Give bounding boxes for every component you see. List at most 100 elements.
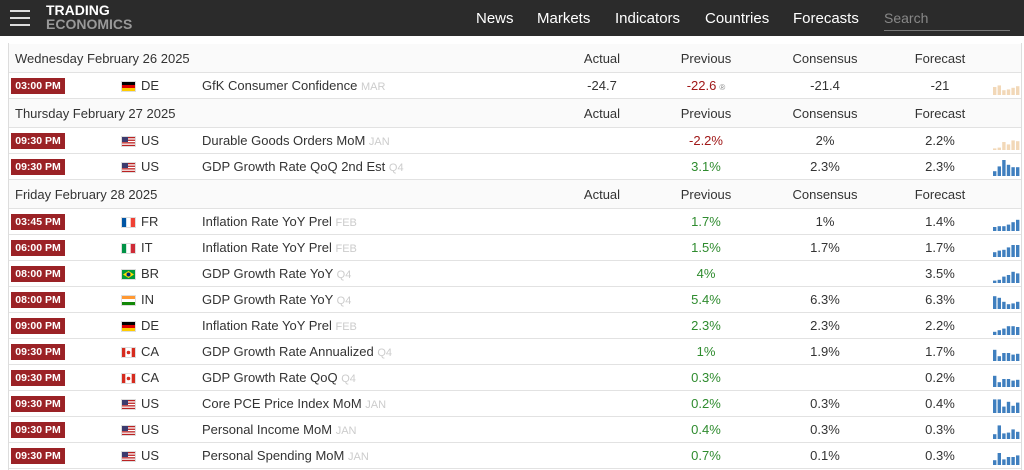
logo[interactable]: TRADING ECONOMICS: [46, 3, 132, 31]
sparkline: [993, 245, 1020, 257]
event-row[interactable]: 06:00 PM IT Inflation Rate YoY Prel FEB 1.5…: [9, 235, 1021, 261]
nav-link[interactable]: Markets: [537, 10, 591, 27]
event-title[interactable]: Personal Spending MoM: [202, 448, 345, 463]
country: DE: [141, 318, 160, 333]
sparkline: [993, 326, 1020, 335]
event-title[interactable]: GDP Growth Rate YoY: [202, 292, 334, 307]
event-row[interactable]: 09:30 PM US Core PCE Price Index MoM JAN 0.…: [9, 391, 1021, 417]
spark-bar: [1011, 271, 1015, 283]
event-row[interactable]: 03:00 PM DE GfK Consumer Confidence MAR -24…: [9, 73, 1021, 99]
previous: 0.2%: [651, 396, 761, 411]
logo-top: TRADING: [46, 2, 110, 18]
spark-bar: [1016, 379, 1020, 387]
consensus: 2%: [815, 133, 835, 148]
forecast: -21: [930, 78, 950, 93]
spark-bar: [993, 375, 997, 387]
menu-icon[interactable]: [10, 9, 30, 27]
spark-bar: [997, 356, 1001, 361]
forecast: 6.3%: [925, 292, 955, 307]
previous-value: 5.4%: [691, 292, 721, 307]
event-row[interactable]: 03:45 PM FR Inflation Rate YoY Prel FEB 1.7…: [9, 209, 1021, 235]
spark-bar: [997, 399, 1001, 413]
event-reference: FEB: [335, 321, 357, 333]
sparkline: [993, 399, 1020, 413]
event-row[interactable]: 09:30 PM US GDP Growth Rate QoQ 2nd Est Q4…: [9, 154, 1021, 180]
time-badge: 09:30 PM: [11, 159, 65, 175]
forecast: 3.5%: [925, 266, 955, 281]
event-title[interactable]: Core PCE Price Index MoM: [202, 396, 362, 411]
event-row[interactable]: 09:30 PM US Personal Income MoM JAN 0.4% 0.3…: [9, 417, 1021, 443]
spark-bar: [1006, 164, 1011, 176]
event-row[interactable]: 09:30 PM US Durable Goods Orders MoM JAN -2…: [9, 128, 1021, 154]
country: US: [141, 422, 160, 437]
nav-link[interactable]: Indicators: [615, 10, 681, 27]
spark-bar: [1011, 354, 1015, 361]
event-row[interactable]: 09:30 PM US Personal Spending MoM JAN 0.7% 0…: [9, 443, 1021, 469]
event-title[interactable]: GfK Consumer Confidence: [202, 78, 358, 93]
sparkline: [993, 453, 1020, 465]
time-badge: 03:00 PM: [11, 78, 65, 94]
event-name: Inflation Rate YoY Prel FEB: [202, 318, 357, 333]
day-header: Friday February 28 2025 Actual Previous Con…: [9, 180, 1021, 209]
flag: [121, 162, 136, 173]
spark-bar: [1016, 245, 1020, 257]
event-reference: JAN: [368, 136, 390, 148]
event-reference: JAN: [347, 451, 369, 463]
search-input[interactable]: Search: [884, 6, 1010, 31]
time-badge: 08:00 PM: [11, 266, 65, 282]
event-reference: Q4: [336, 269, 352, 281]
event-title[interactable]: GDP Growth Rate YoY: [202, 266, 334, 281]
country: US: [141, 448, 160, 463]
sparkline: [993, 140, 1020, 150]
sparkline: [993, 85, 1020, 95]
flag: [121, 347, 136, 358]
spark-bar: [1016, 327, 1020, 335]
nav-link[interactable]: Countries: [705, 10, 770, 27]
spark-bar: [997, 250, 1001, 257]
country: FR: [141, 214, 159, 229]
previous: -2.2%: [651, 133, 761, 148]
time-badge: 03:45 PM: [11, 214, 65, 230]
spark-bar: [997, 166, 1001, 176]
flag: [121, 217, 136, 228]
flag: [121, 136, 136, 147]
consensus: 6.3%: [810, 292, 840, 307]
event-row[interactable]: 09:00 PM DE Inflation Rate YoY Prel FEB 2.3…: [9, 313, 1021, 339]
logo-bottom: ECONOMICS: [46, 16, 133, 32]
previous: 5.4%: [651, 292, 761, 307]
event-title[interactable]: Inflation Rate YoY Prel: [202, 240, 332, 255]
forecast: 1.7%: [925, 240, 955, 255]
event-name: GfK Consumer Confidence MAR: [202, 78, 385, 93]
previous: 1.5%: [651, 240, 761, 255]
spark-bar: [1006, 457, 1011, 465]
nav-link[interactable]: Forecasts: [793, 10, 859, 27]
forecast: 0.3%: [925, 448, 955, 463]
event-title[interactable]: GDP Growth Rate QoQ 2nd Est: [202, 159, 386, 174]
sparkline: [993, 375, 1020, 387]
event-reference: Q4: [388, 162, 404, 174]
nav-link[interactable]: News: [476, 10, 514, 27]
forecast: 0.4%: [925, 396, 955, 411]
consensus: 0.1%: [810, 448, 840, 463]
spark-bar: [1011, 303, 1015, 309]
flag: [121, 295, 136, 306]
event-title[interactable]: Durable Goods Orders MoM: [202, 133, 366, 148]
previous: 1%: [651, 344, 761, 359]
event-title[interactable]: Inflation Rate YoY Prel: [202, 318, 332, 333]
consensus: 1.7%: [810, 240, 840, 255]
event-title[interactable]: Personal Income MoM: [202, 422, 333, 437]
event-row[interactable]: 08:00 PM IN GDP Growth Rate YoY Q4 5.4% 6.3%…: [9, 287, 1021, 313]
event-row[interactable]: 08:00 PM BR GDP Growth Rate YoY Q4 4% 3.5%: [9, 261, 1021, 287]
previous: 0.7%: [651, 448, 761, 463]
event-row[interactable]: 09:30 PM CA GDP Growth Rate QoQ Q4 0.3% 0.2%: [9, 365, 1021, 391]
event-row[interactable]: 09:30 PM CA GDP Growth Rate Annualized Q4 1…: [9, 339, 1021, 365]
country: IT: [141, 240, 153, 255]
consensus: 2.3%: [810, 159, 840, 174]
country: CA: [141, 344, 160, 359]
event-name: GDP Growth Rate QoQ Q4: [202, 370, 356, 385]
event-title[interactable]: GDP Growth Rate Annualized: [202, 344, 374, 359]
day-header: Wednesday February 26 2025 Actual Previous…: [9, 44, 1021, 73]
previous: 0.3%: [651, 370, 761, 385]
event-title[interactable]: Inflation Rate YoY Prel: [202, 214, 332, 229]
event-title[interactable]: GDP Growth Rate QoQ: [202, 370, 338, 385]
